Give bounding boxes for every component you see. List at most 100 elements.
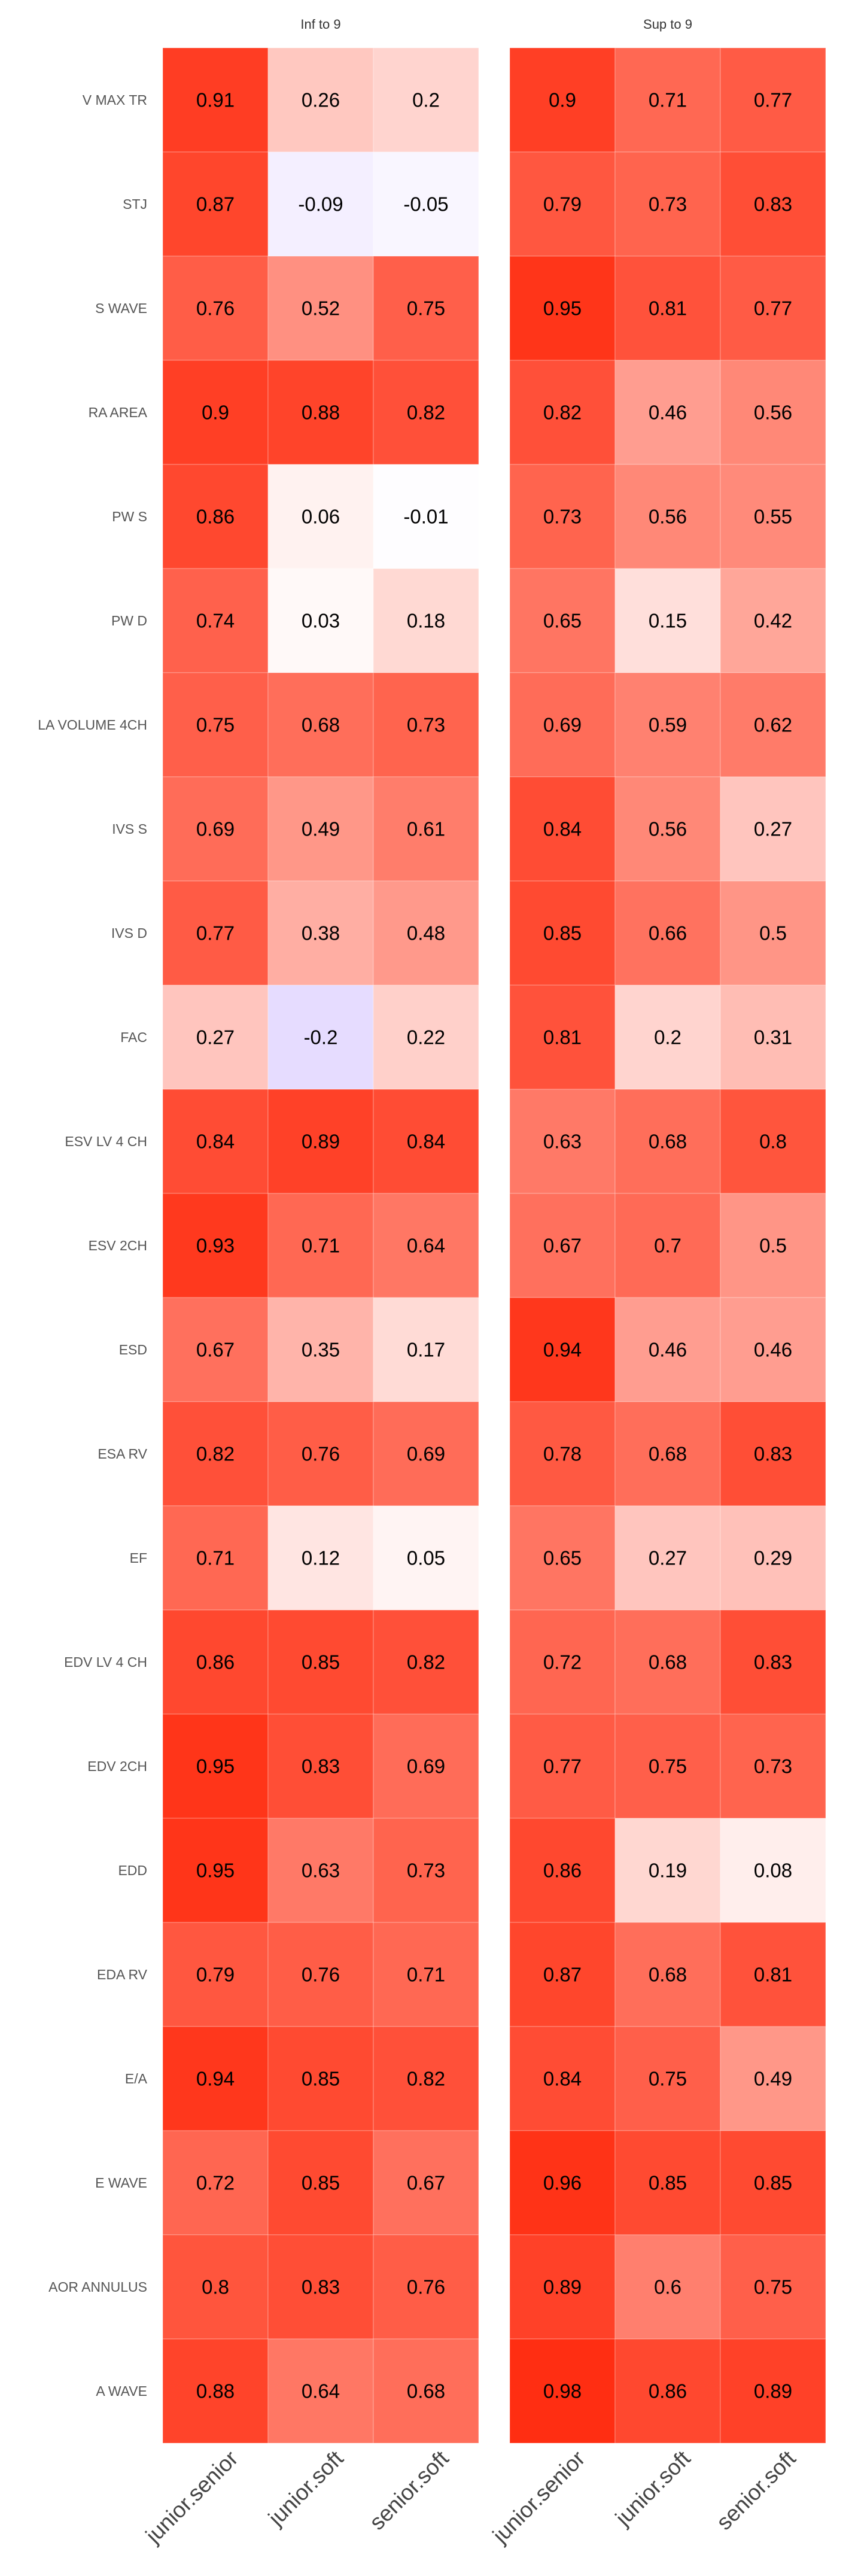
heatmap-cell (509, 2130, 616, 2235)
x-tick-label: junior.senior (141, 2446, 243, 2548)
cell-value-label: 0.85 (302, 1651, 340, 1673)
cell-value-label: -0.01 (403, 506, 448, 528)
cell-value-label: 0.03 (302, 610, 340, 632)
heatmap-cell (614, 1714, 721, 1819)
cell-value-label: 0.76 (302, 1964, 340, 1986)
cell-value-label: 0.84 (407, 1131, 445, 1153)
cell-value-label: 0.85 (302, 2172, 340, 2194)
heatmap-cell (614, 2130, 721, 2235)
cell-value-label: 0.29 (754, 1547, 792, 1569)
cell-value-label: 0.85 (754, 2172, 792, 2194)
cell-value-label: 0.64 (302, 2380, 340, 2402)
cell-value-label: 0.17 (407, 1339, 445, 1361)
cell-value-label: 0.68 (649, 1443, 687, 1465)
heatmap-cell (720, 256, 826, 361)
cell-value-label: 0.75 (196, 714, 235, 736)
heatmap-cell (373, 360, 479, 465)
heatmap-cell (267, 880, 374, 986)
cell-value-label: 0.65 (543, 1547, 582, 1569)
cell-value-label: 0.94 (543, 1339, 582, 1361)
heatmap-cell (509, 1089, 616, 1194)
heatmap-cell (373, 1401, 479, 1506)
cell-value-label: 0.71 (302, 1235, 340, 1257)
y-tick-label: EF (130, 1550, 147, 1566)
heatmap-cell (509, 568, 616, 673)
heatmap-cell (614, 2234, 721, 2340)
heatmap-cell (720, 464, 826, 569)
cell-value-label: 0.88 (302, 402, 340, 424)
cell-value-label: 0.83 (754, 1443, 792, 1465)
cell-value-label: 0.82 (407, 2068, 445, 2090)
heatmap-cell (267, 672, 374, 777)
cell-value-label: 0.77 (754, 297, 792, 320)
cell-value-label: 0.89 (543, 2276, 582, 2298)
heatmap-cell (614, 1401, 721, 1506)
y-tick-label: AOR ANNULUS (48, 2279, 147, 2295)
cell-value-label: 0.31 (754, 1026, 792, 1049)
heatmap-cell (267, 47, 374, 153)
heatmap-cell (162, 1609, 269, 1715)
cell-value-label: 0.84 (543, 818, 582, 840)
cell-value-label: 0.82 (407, 1651, 445, 1673)
cell-value-label: 0.56 (649, 818, 687, 840)
cell-value-label: 0.12 (302, 1547, 340, 1569)
cell-value-label: 0.59 (649, 714, 687, 736)
cell-value-label: 0.67 (543, 1235, 582, 1257)
cell-value-label: 0.46 (649, 402, 687, 424)
cell-value-label: 0.79 (543, 193, 582, 215)
heatmap-cell (720, 1922, 826, 2027)
heatmap-cell (267, 151, 374, 257)
y-tick-label: PW D (111, 613, 147, 628)
heatmap-cell (509, 880, 616, 986)
panel-title: Sup to 9 (643, 17, 692, 32)
heatmap-cell (509, 47, 616, 153)
cell-value-label: 0.19 (649, 1860, 687, 1882)
cell-value-label: 0.66 (649, 922, 687, 944)
heatmap-cell (162, 1297, 269, 1402)
cell-value-label: 0.86 (649, 2380, 687, 2402)
cell-value-label: 0.85 (649, 2172, 687, 2194)
heatmap-cell (162, 151, 269, 257)
cell-value-label: 0.64 (407, 1235, 445, 1257)
heatmap-cell (509, 1609, 616, 1715)
y-tick-label: IVS D (111, 925, 147, 941)
y-tick-label: FAC (120, 1029, 147, 1045)
heatmap-cell (267, 1714, 374, 1819)
cell-value-label: 0.56 (649, 506, 687, 528)
heatmap-cell (614, 47, 721, 153)
cell-value-label: 0.94 (196, 2068, 235, 2090)
heatmap-cell (720, 1401, 826, 1506)
heatmap-cell (373, 1922, 479, 2027)
cell-value-label: 0.18 (407, 610, 445, 632)
cell-value-label: 0.62 (754, 714, 792, 736)
y-tick-label: STJ (123, 196, 147, 212)
cell-value-label: 0.52 (302, 297, 340, 320)
cell-value-label: 0.76 (407, 2276, 445, 2298)
heatmap-cell (614, 151, 721, 257)
x-tick-label: senior.soft (711, 2446, 801, 2535)
cell-value-label: 0.63 (302, 1860, 340, 1882)
cell-value-label: 0.49 (302, 818, 340, 840)
cell-value-label: 0.26 (302, 89, 340, 111)
heatmap-cell (373, 1297, 479, 1402)
heatmap-cell (267, 1505, 374, 1611)
y-tick-label: EDA RV (97, 1967, 148, 1982)
cell-value-label: 0.55 (754, 506, 792, 528)
heatmap-cell (614, 1922, 721, 2027)
panel-sup-to-9: Sup to 9 0.9 0.71 0.77 0.79 0.73 0.83 0.95 0.81 0… (488, 17, 826, 2548)
cell-value-label: 0.9 (549, 89, 576, 111)
cell-value-label: 0.67 (196, 1339, 235, 1361)
heatmap-cell (373, 2338, 479, 2444)
cell-value-label: 0.89 (302, 1131, 340, 1153)
cell-value-label: 0.95 (196, 1755, 235, 1778)
heatmap-cell (267, 2338, 374, 2444)
heatmap-cell (614, 985, 721, 1090)
cell-value-label: 0.5 (759, 922, 787, 944)
cell-value-label: 0.06 (302, 506, 340, 528)
cell-value-label: 0.76 (196, 297, 235, 320)
heatmap-cell (614, 2026, 721, 2131)
y-tick-label: EDV LV 4 CH (64, 1654, 147, 1670)
cell-value-label: 0.75 (649, 2068, 687, 2090)
cell-value-label: 0.7 (654, 1235, 681, 1257)
